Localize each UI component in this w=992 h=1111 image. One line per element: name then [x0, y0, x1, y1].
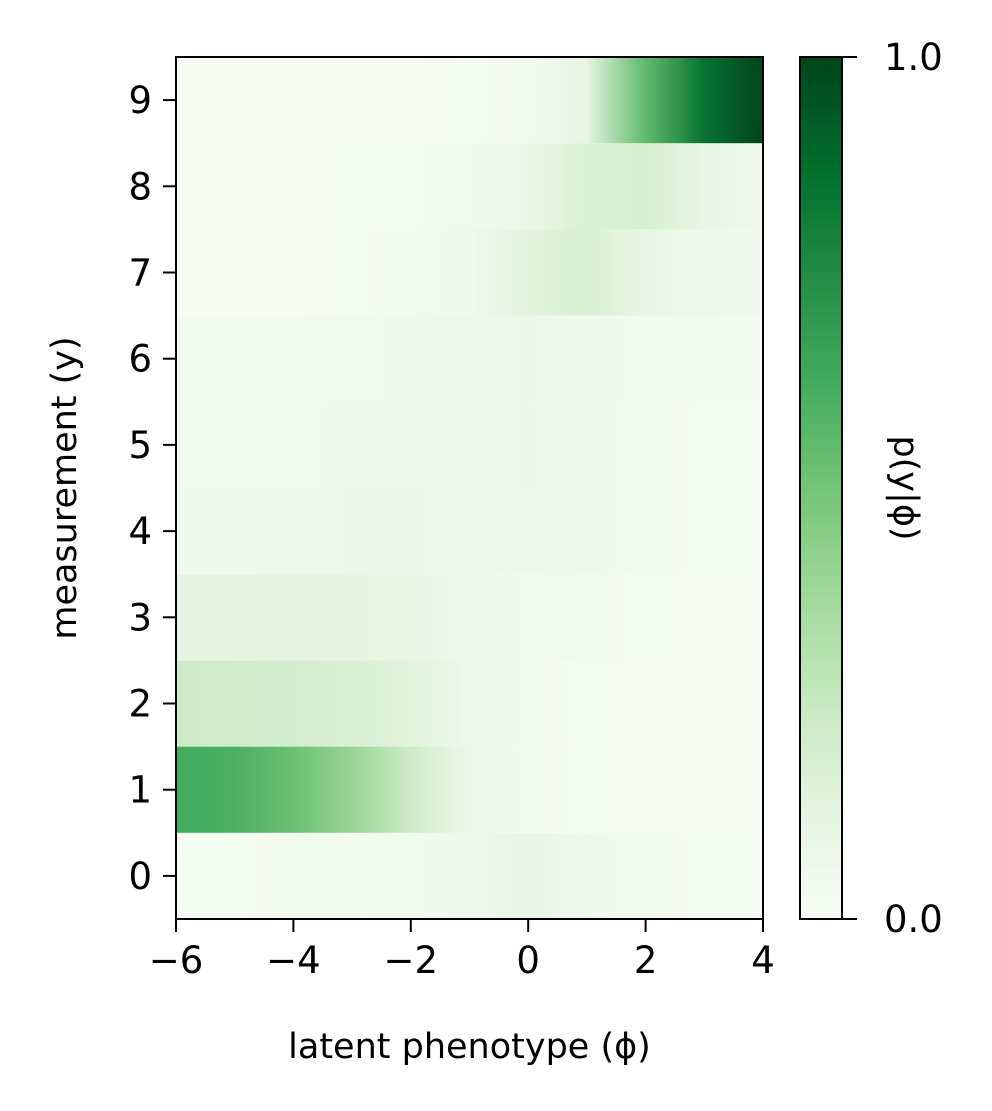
x-axis-label: latent phenotype (ϕ)	[288, 1027, 651, 1067]
x-tick-label: 0	[516, 939, 540, 982]
y-tick-label: 0	[128, 855, 152, 898]
heatmap-row-8	[176, 143, 763, 230]
x-tick-label: 2	[634, 939, 658, 982]
colorbar-tick-label: 0.0	[884, 898, 943, 941]
heatmap-row-1	[176, 746, 763, 833]
heatmap-row-6	[176, 315, 763, 402]
heatmap-row-7	[176, 229, 763, 316]
plot-frame	[175, 56, 764, 920]
heatmap-row-9	[176, 57, 763, 144]
y-tick-label: 7	[128, 252, 152, 295]
x-axis: −6 −4 −2 0 2 4	[149, 919, 775, 982]
y-tick-label: 8	[128, 165, 152, 208]
y-tick-label: 3	[128, 596, 152, 639]
colorbar-label: p(y|ϕ)	[885, 435, 925, 540]
heatmap-row-5	[176, 401, 763, 488]
heatmap-row-0	[176, 832, 763, 919]
y-tick-label: 4	[128, 510, 152, 553]
y-tick-label: 2	[128, 683, 152, 726]
colorbar-ticks: 0.0 1.0	[842, 36, 943, 941]
colorbar-frame	[799, 56, 843, 920]
heatmap-row-4	[176, 488, 763, 575]
colorbar-tick-label: 1.0	[884, 36, 943, 79]
y-axis: 0 1 2 3 4 5 6 7 8 9	[128, 79, 176, 898]
heatmap-row-3	[176, 574, 763, 661]
x-tick-label: −2	[384, 939, 439, 982]
x-tick-label: −6	[149, 939, 204, 982]
y-tick-label: 9	[128, 79, 152, 122]
y-tick-label: 5	[128, 424, 152, 467]
heatmap-cells	[176, 57, 763, 919]
colorbar	[800, 57, 842, 919]
heatmap-row-2	[176, 660, 763, 747]
x-tick-label: −4	[266, 939, 321, 982]
y-tick-label: 1	[128, 769, 152, 812]
y-axis-label: measurement (y)	[45, 336, 85, 639]
y-tick-label: 6	[128, 338, 152, 381]
x-tick-label: 4	[751, 939, 775, 982]
